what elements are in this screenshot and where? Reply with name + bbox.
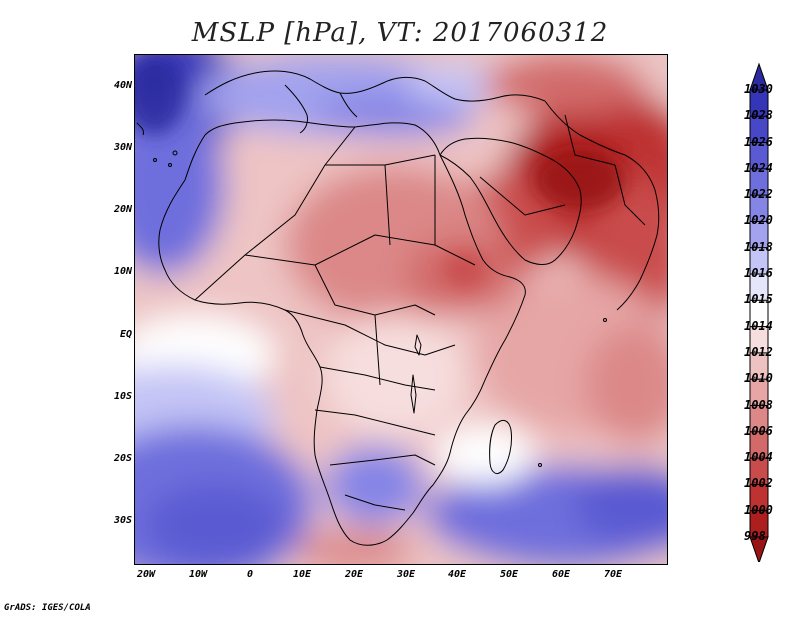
colorbar-bottom-arrow xyxy=(749,536,769,562)
colorbar-tick-label: 1006 xyxy=(744,423,773,438)
plot-title: MSLP [hPa], VT: 2017060312 xyxy=(191,18,609,48)
colorbar-tick-label: 1028 xyxy=(744,108,773,123)
colorbar-tick-label: 1014 xyxy=(744,318,773,333)
colorbar-tick-label: 1030 xyxy=(744,82,773,96)
colorbar-tick-label: 1000 xyxy=(744,502,773,517)
colorbar-tick-label: 1002 xyxy=(744,476,773,491)
colorbar-tick-label: 1024 xyxy=(744,160,773,175)
x-axis-label: 10E xyxy=(292,569,312,580)
y-axis-label: EQ xyxy=(119,329,132,340)
coastlines xyxy=(136,70,660,546)
x-axis-label: 50E xyxy=(499,569,519,580)
colorbar-tick-label: 1015 xyxy=(744,292,773,307)
colorbar-tick-label: 1004 xyxy=(744,450,773,465)
y-axis-label: 20S xyxy=(113,453,132,464)
colorbar-tick-label: 1022 xyxy=(744,187,773,202)
x-axis-label: 0 xyxy=(246,569,254,580)
colorbar-tick-label: 1026 xyxy=(744,134,773,149)
x-axis-label: 20W xyxy=(136,569,156,580)
x-axis-label: 20E xyxy=(344,569,364,580)
y-axis-label: 40N xyxy=(113,80,132,91)
x-axis-label: 40E xyxy=(447,569,467,580)
y-axis-label: 20N xyxy=(113,204,132,215)
colorbar-tick-label: 1010 xyxy=(744,371,773,386)
x-axis-label: 30E xyxy=(396,569,416,580)
y-axis-label: 10N xyxy=(113,266,132,277)
pressure-field-map xyxy=(135,55,667,564)
y-axis-label: 30S xyxy=(113,515,132,526)
map-panel xyxy=(134,54,668,565)
colorbar-tick-label: 1018 xyxy=(744,239,773,254)
y-axis-label: 30N xyxy=(113,142,132,153)
x-axis-label: 70E xyxy=(603,569,623,580)
colorbar-tick-label: 1008 xyxy=(744,397,773,412)
pressure-detail xyxy=(135,55,625,288)
colorbar xyxy=(749,62,769,562)
colorbar-tick-label: 998 xyxy=(744,529,766,543)
colorbar-tick-label: 1012 xyxy=(744,344,773,359)
colorbar-tick-label: 1016 xyxy=(744,266,773,281)
colorbar-tick-label: 1020 xyxy=(744,213,773,228)
x-axis-label: 10W xyxy=(188,569,208,580)
pressure-shading xyxy=(135,55,667,564)
credit-text: GrADS: IGES/COLA xyxy=(4,603,91,613)
y-axis-label: 10S xyxy=(113,391,132,402)
x-axis-label: 60E xyxy=(551,569,571,580)
